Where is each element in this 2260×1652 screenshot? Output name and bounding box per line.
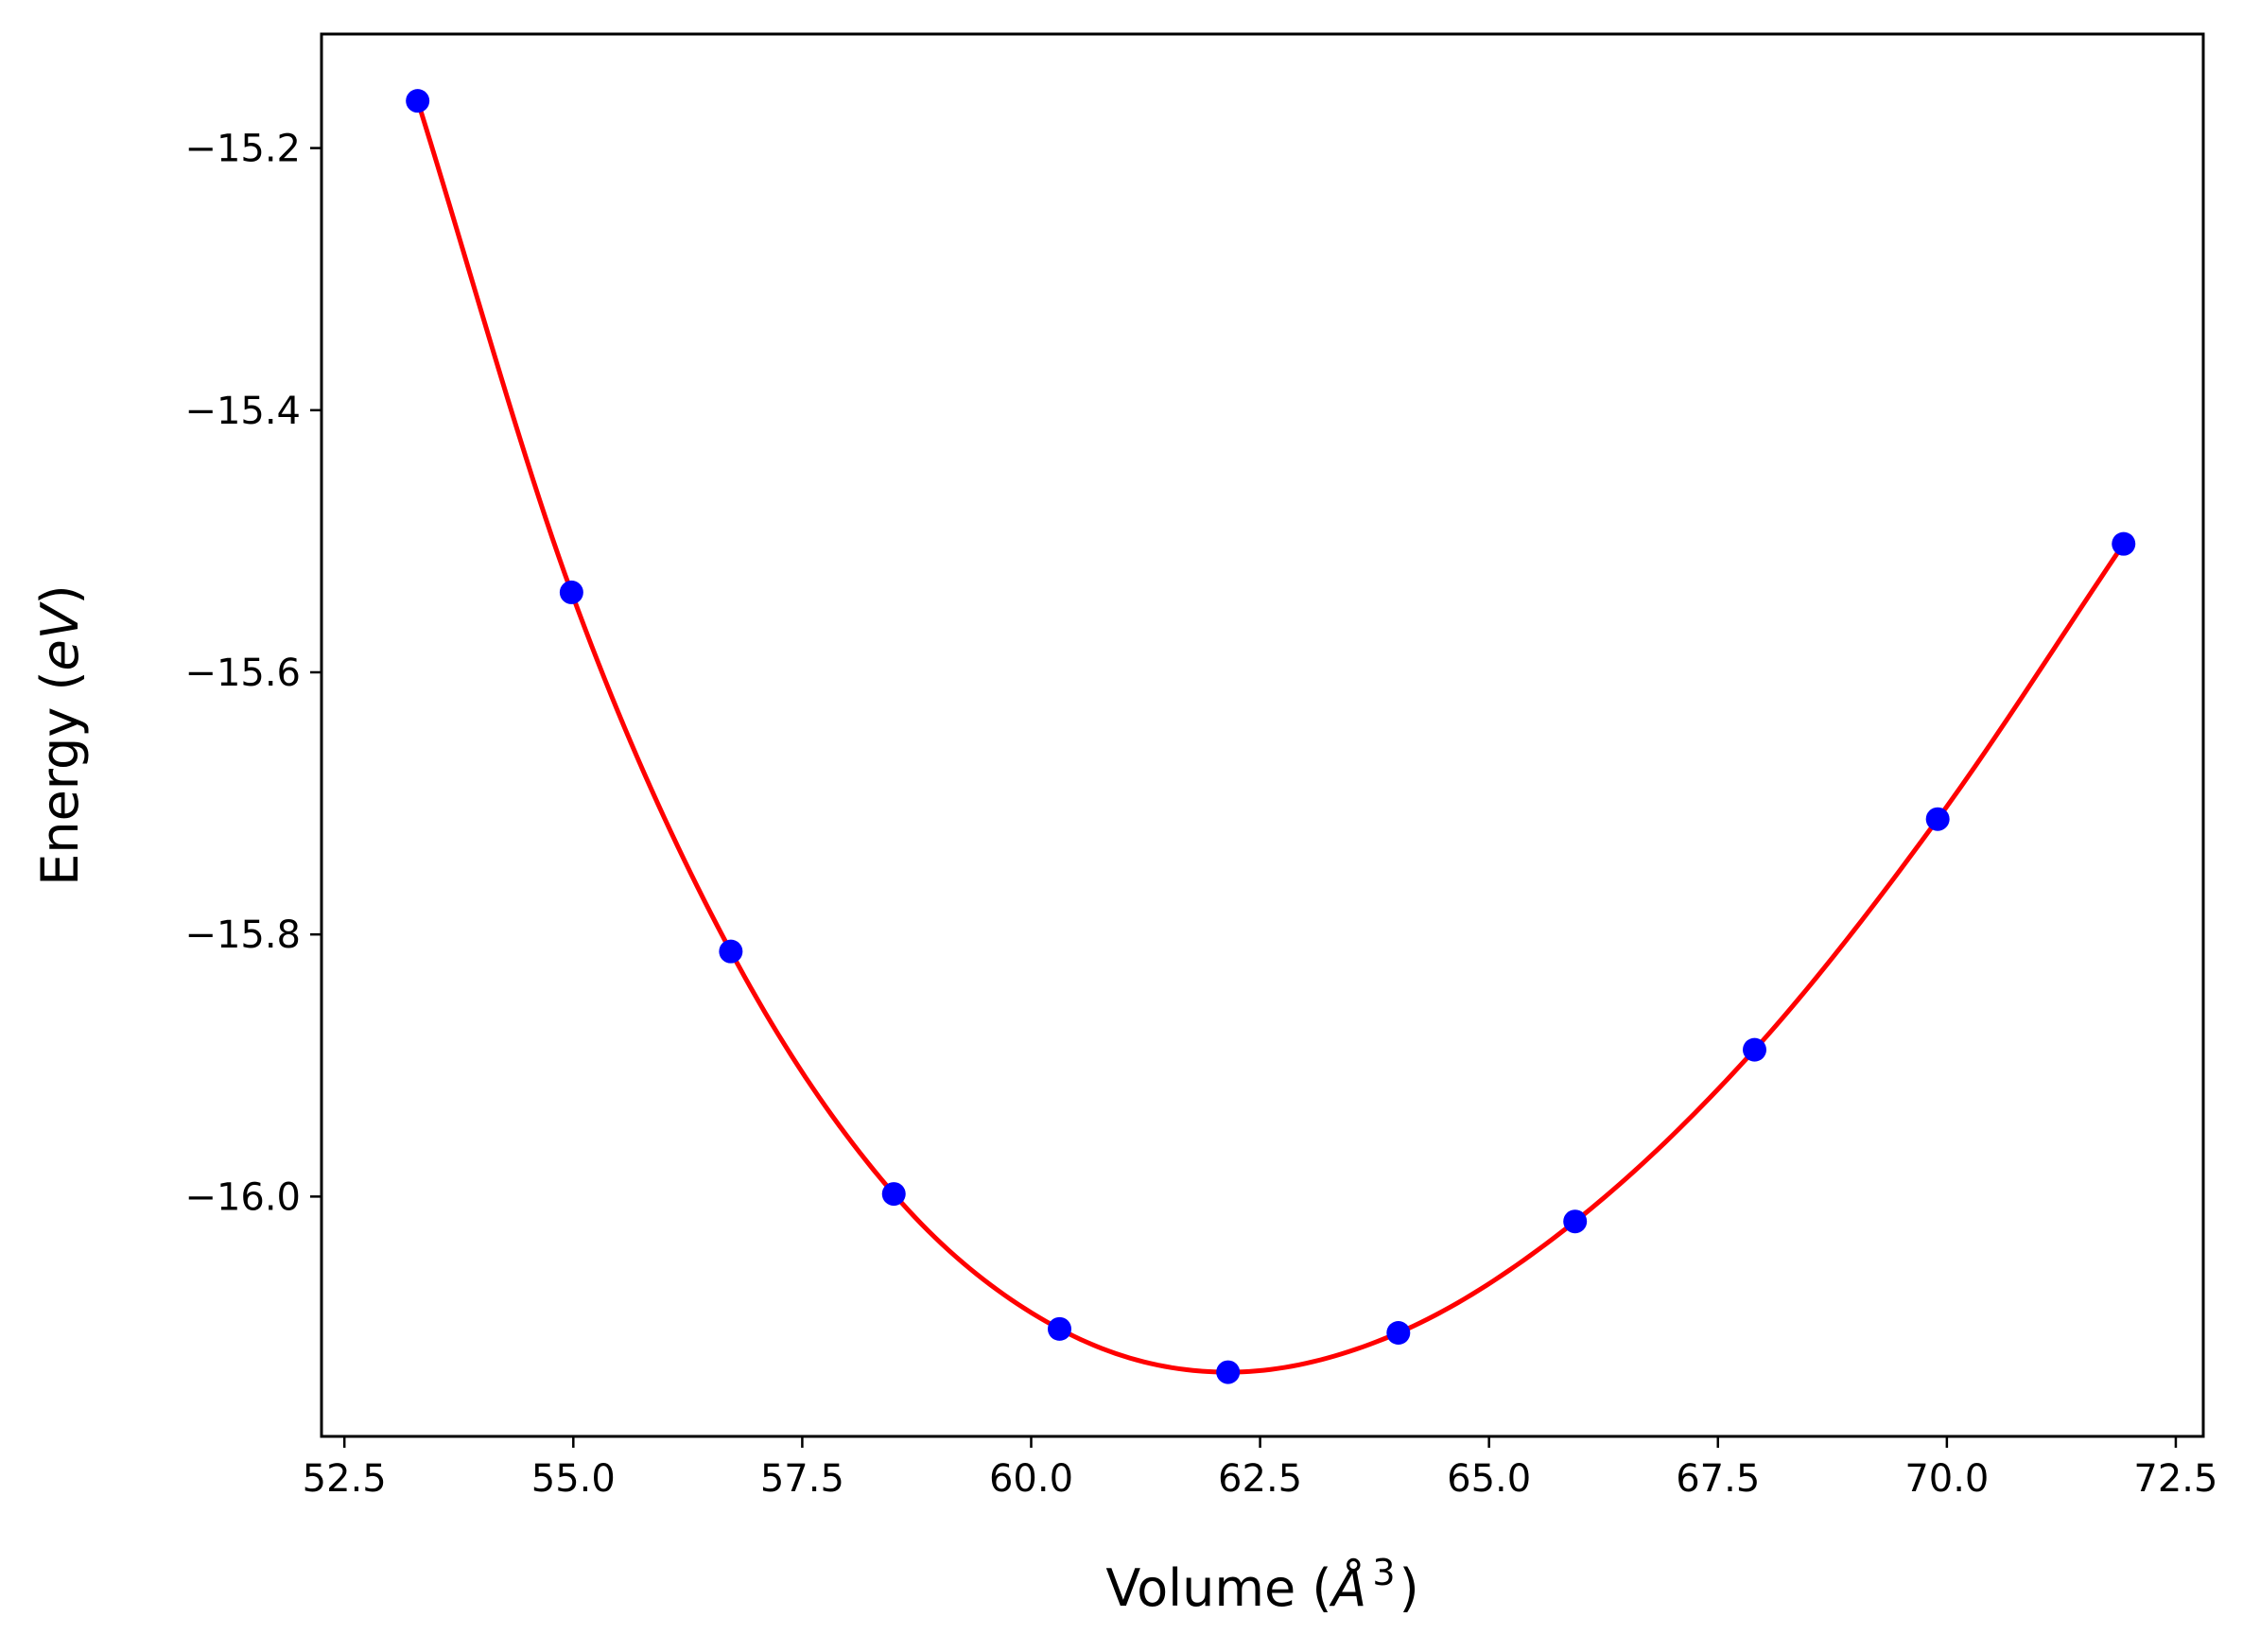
- x-axis-label-prefix: Volume (: [1105, 1558, 1331, 1618]
- y-axis-label-unit: eV: [30, 600, 90, 670]
- data-point: [719, 939, 743, 964]
- data-point: [1216, 1360, 1241, 1384]
- plot-layer: [406, 89, 2136, 1384]
- x-tick-label: 67.5: [1676, 1457, 1760, 1501]
- y-axis-label: Energy (eV): [30, 584, 90, 886]
- data-point: [1386, 1321, 1411, 1346]
- data-point: [881, 1182, 906, 1207]
- data-point: [2112, 531, 2136, 556]
- x-tick-label: 52.5: [303, 1457, 387, 1501]
- y-axis-label-prefix: Energy (: [30, 670, 90, 885]
- x-tick-label: 65.0: [1447, 1457, 1531, 1501]
- y-tick-label: −16.0: [184, 1175, 301, 1219]
- data-point: [1563, 1209, 1588, 1234]
- y-tick-label: −15.6: [184, 652, 301, 695]
- y-axis-label-suffix: ): [30, 584, 90, 604]
- data-point: [559, 580, 583, 604]
- data-point: [406, 89, 430, 113]
- data-point: [1048, 1316, 1072, 1341]
- x-axis-label: Volume (Å 3): [1105, 1552, 1418, 1618]
- x-axis-label-unit: Å: [1329, 1557, 1366, 1618]
- x-tick-label: 55.0: [531, 1457, 616, 1501]
- x-tick-label: 62.5: [1218, 1457, 1302, 1501]
- data-point: [1742, 1037, 1766, 1062]
- x-axis-label-exponent: 3: [1372, 1552, 1395, 1593]
- y-axis-ticks: −15.2 −15.4 −15.6 −15.8 −16.0: [184, 128, 322, 1219]
- y-tick-label: −15.2: [184, 128, 301, 171]
- plot-frame: [320, 32, 2205, 1438]
- x-tick-label: 72.5: [2133, 1457, 2217, 1501]
- x-axis-label-suffix: ): [1399, 1558, 1419, 1618]
- y-tick-label: −15.8: [184, 913, 301, 957]
- data-point: [1925, 807, 1950, 831]
- x-tick-label: 70.0: [1904, 1457, 1989, 1501]
- x-axis-ticks: 52.5 55.0 57.5 60.0 62.5 65.0 67.5 70.0 72.5: [303, 1436, 2217, 1501]
- y-tick-label: −15.4: [184, 390, 301, 433]
- x-tick-label: 57.5: [760, 1457, 844, 1501]
- x-tick-label: 60.0: [989, 1457, 1073, 1501]
